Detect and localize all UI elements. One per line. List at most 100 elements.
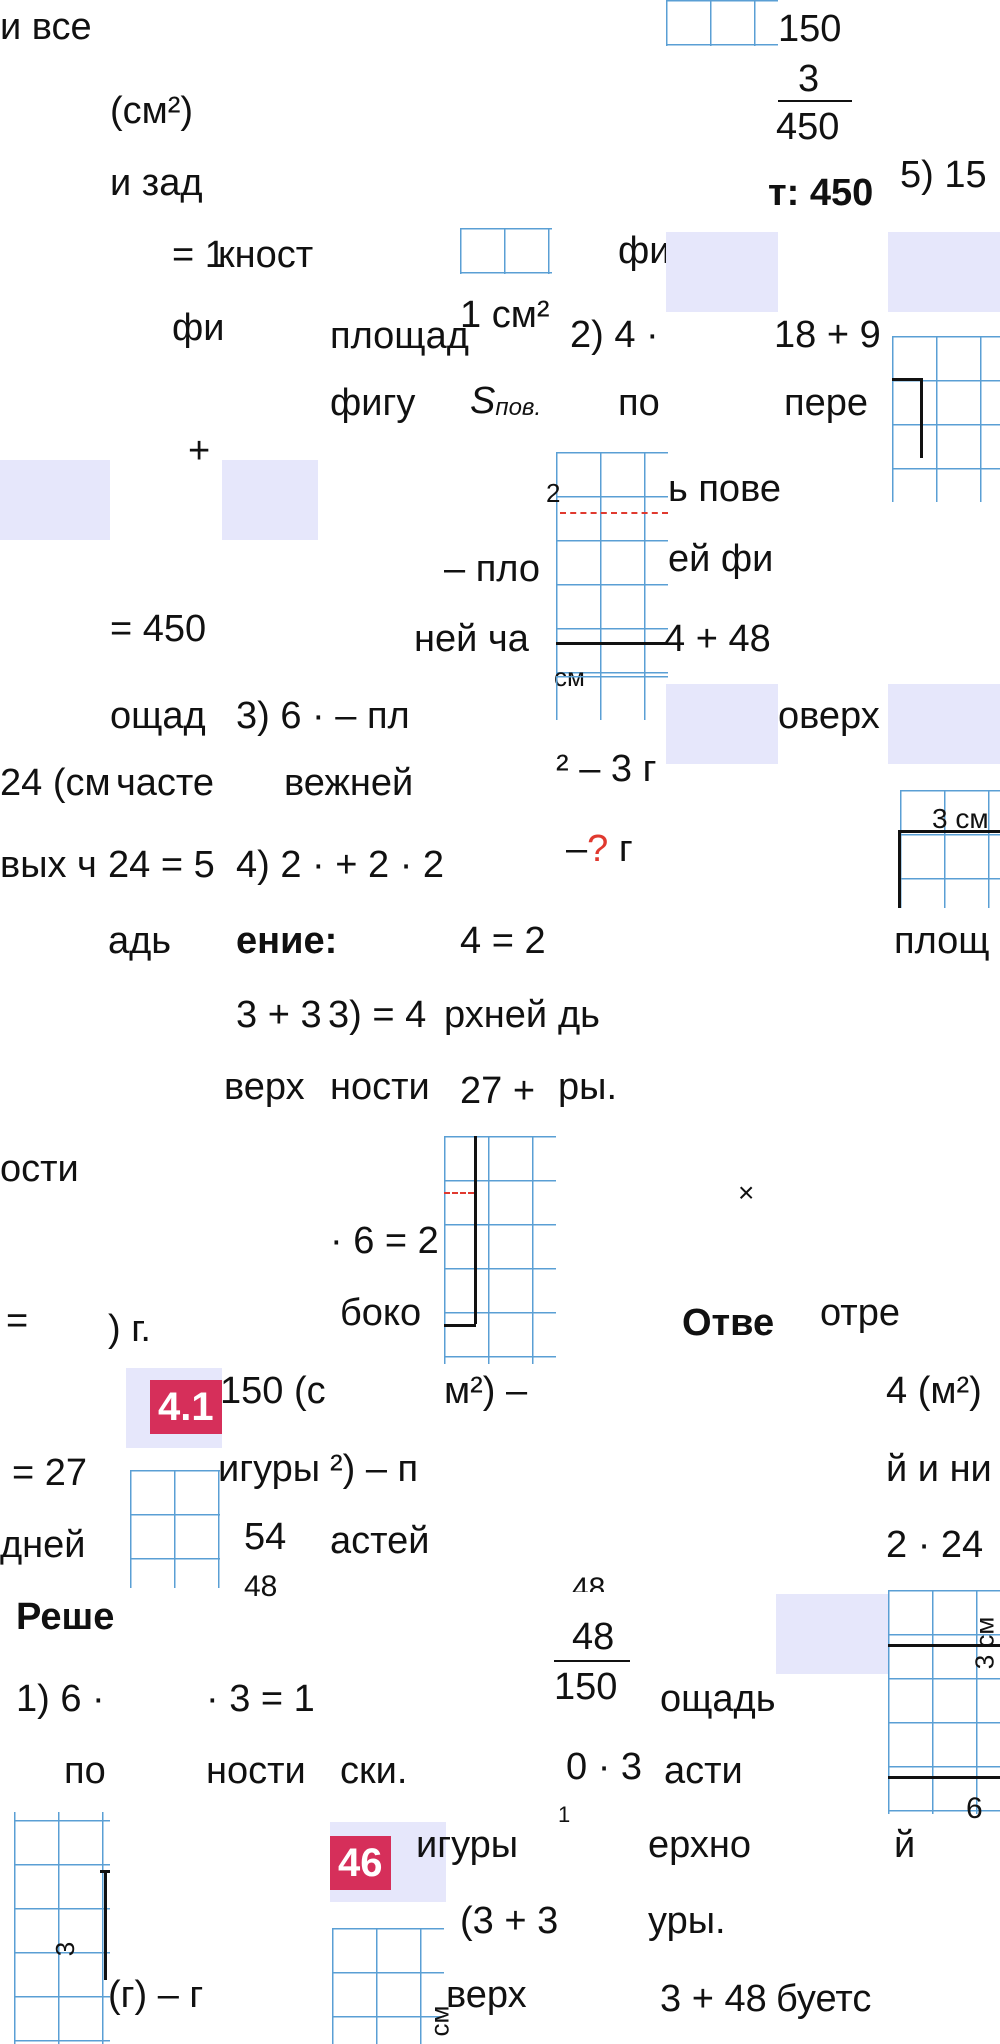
text-fragment: отре (820, 1292, 900, 1334)
text-fragment: фи (618, 230, 671, 272)
text-fragment: 48 (244, 1570, 278, 1603)
text-fragment: 48 (572, 1574, 606, 1592)
text-fragment: (г) – г (108, 1974, 204, 2016)
unknown-mark: ? (587, 828, 609, 870)
text-fragment: 3) 6 · – пл (236, 695, 410, 737)
text-fragment: (3 + 3 (460, 1900, 559, 1942)
text-fragment: 6 (966, 1792, 983, 1825)
dimension-label: 3 (50, 1941, 81, 1957)
text-fragment: ощад (110, 695, 206, 737)
text-fragment: 0 · 3 (566, 1746, 643, 1788)
text-fragment: 4 = 2 (460, 920, 546, 962)
dimension-label: 3 см (932, 803, 989, 834)
text-fragment: верх (446, 1974, 527, 2016)
text-fragment: 54 (244, 1516, 287, 1558)
text-fragment: 4 + 48 (664, 618, 771, 660)
text-fragment: 1 см² (460, 294, 550, 336)
text-fragment: ²) – п (330, 1448, 419, 1490)
grid-figure (460, 228, 552, 274)
grid-figure (444, 1136, 556, 1364)
text-fragment: 4) 2 · + 2 · 2 (236, 844, 445, 886)
text-fragment: · 6 = 2 (330, 1220, 439, 1262)
text-fragment: = 1 (172, 234, 226, 276)
text-fragment: кност (218, 234, 314, 276)
text-fragment: т: 450 (768, 172, 874, 214)
area-subscript: пов. (495, 394, 542, 421)
text-fragment: рхней (444, 994, 548, 1036)
text-fragment: площад (330, 315, 469, 357)
text-fragment: ь пове (668, 468, 781, 510)
text-fragment: боко (340, 1292, 422, 1334)
text-fragment: 2 · 24 (886, 1524, 984, 1566)
task-number-badge: 4.1 (150, 1380, 222, 1434)
text-fragment: буетс (776, 1978, 872, 2020)
text-fragment: уры. (648, 1900, 726, 1942)
text-fragment: асти (664, 1750, 743, 1792)
text-fragment: ² – 3 г (556, 748, 657, 790)
text-fragment: ение: (236, 920, 338, 962)
figure-edge (556, 642, 668, 645)
text-fragment: ости (0, 1148, 79, 1190)
text-fragment: ности (330, 1066, 430, 1108)
figure-edge (888, 1776, 1000, 1779)
grid-figure (666, 0, 778, 46)
highlight-block (888, 684, 1000, 764)
text-fragment: площ (894, 920, 990, 962)
text-fragment: (см²) (110, 90, 194, 132)
fraction-bar (778, 100, 852, 102)
text-fragment: 150 (с (220, 1370, 326, 1412)
area-s: S (470, 380, 496, 422)
text-fragment: × (738, 1177, 755, 1208)
text-fragment: ощадь (660, 1678, 776, 1720)
figure-edge (900, 830, 1000, 833)
text-fragment: и все (0, 6, 92, 48)
text-fragment: по (618, 382, 660, 424)
figure-edge (920, 378, 923, 458)
text-fragment: дней (0, 1524, 86, 1566)
figure-edge (898, 830, 901, 908)
text-fragment: дь (558, 994, 600, 1036)
text-fragment: ности (206, 1750, 306, 1792)
text-fragment: – пло (444, 548, 541, 590)
grid-figure (556, 452, 668, 700)
text-fragment: 2 (546, 478, 561, 508)
figure-edge (888, 1644, 1000, 1647)
text-fragment: 3 + 48 (660, 1978, 767, 2020)
dashed-line (560, 512, 668, 514)
highlight-block (666, 232, 778, 312)
text-fragment: фигу (330, 382, 416, 424)
text-fragment: –? г (566, 826, 633, 872)
grid-figure (892, 336, 1000, 502)
highlight-block (0, 460, 110, 540)
minus-sign: – (566, 828, 588, 870)
figure-edge (104, 1870, 107, 1980)
dimension-label: 3 см (969, 1616, 1000, 1670)
highlight-block (222, 460, 318, 540)
text-fragment: ) г. (108, 1308, 151, 1350)
text-fragment: · 3 = 1 (206, 1678, 315, 1720)
text-fragment: игуры (218, 1448, 321, 1490)
text-fragment: м²) – (444, 1370, 528, 1412)
text-fragment: адь (108, 920, 172, 962)
text-fragment: игуры (416, 1824, 519, 1866)
dashed-line (444, 1192, 474, 1194)
text-fragment: 3 + 3 (236, 994, 322, 1036)
text-fragment: ерхно (648, 1824, 751, 1866)
text-fragment: астей (330, 1520, 430, 1562)
highlight-block (666, 684, 778, 764)
text-fragment: ры. (558, 1066, 618, 1108)
text-fragment: 150 (778, 8, 842, 50)
text-fragment: + (188, 430, 211, 472)
text-fragment: 450 (776, 106, 840, 148)
text-fragment: 1 (558, 1802, 571, 1827)
grid-figure (332, 1928, 444, 2044)
figure-edge (474, 1136, 477, 1324)
text-fragment: по (64, 1750, 106, 1792)
text-fragment: фи (172, 307, 225, 349)
unit-label: г (618, 828, 633, 870)
text-fragment: 4 (м²) (886, 1370, 982, 1412)
figure-edge (444, 1324, 476, 1327)
text-fragment: Отве (682, 1302, 775, 1344)
highlight-block (776, 1594, 888, 1674)
text-fragment: и зад (110, 162, 203, 204)
